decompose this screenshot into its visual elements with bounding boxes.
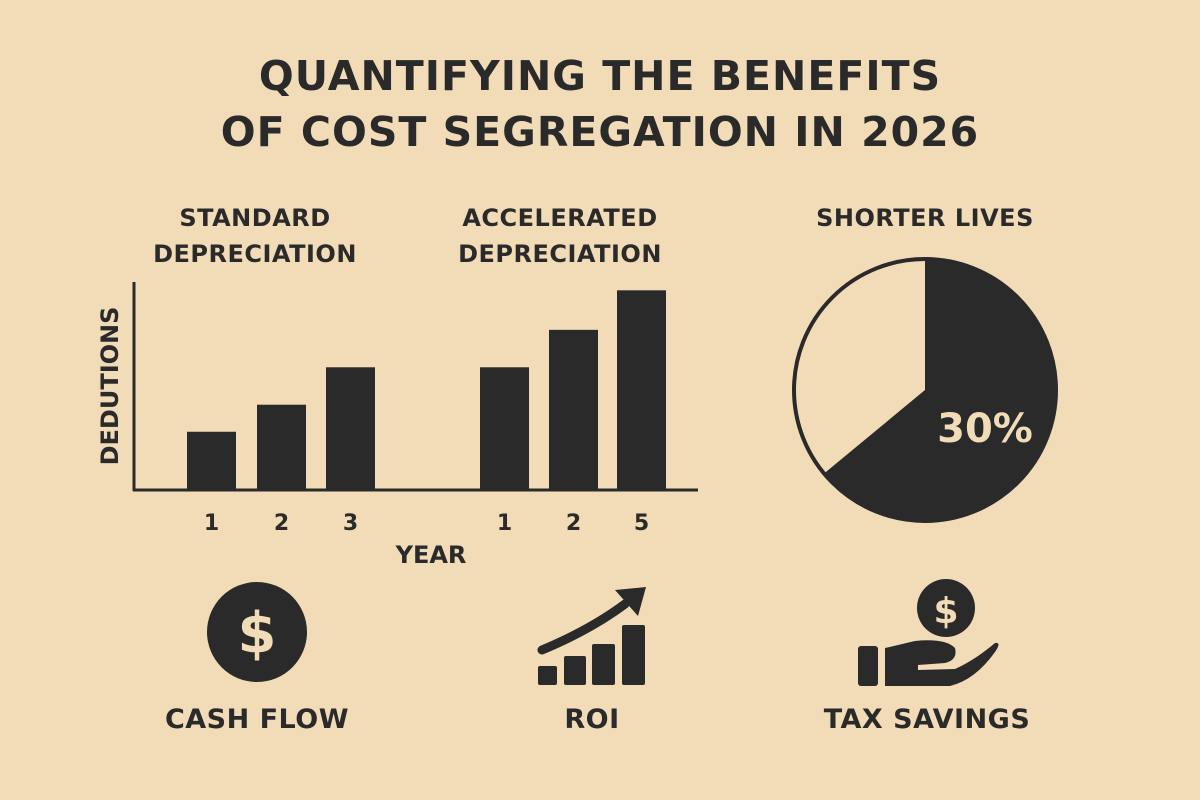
pie-slice-dark bbox=[824, 259, 1056, 521]
bar bbox=[187, 431, 236, 490]
standard-title-line-2: DEPRECIATION bbox=[153, 240, 357, 268]
y-axis-label: DEDUTIONS bbox=[96, 307, 124, 466]
title-line-1: QUANTIFYING THE BENEFITS bbox=[258, 52, 942, 100]
cash-flow-label: CASH FLOW bbox=[164, 704, 350, 735]
roi-label: ROI bbox=[564, 704, 620, 735]
accelerated-title-line-2: DEPRECIATION bbox=[458, 240, 662, 268]
pie-title: SHORTER LIVES bbox=[816, 204, 1034, 232]
pie-slice-label: 30% bbox=[937, 406, 1033, 452]
bar bbox=[257, 404, 306, 490]
title-line-2: OF COST SEGREGATION IN 2026 bbox=[220, 108, 980, 156]
x-tick-label: 3 bbox=[343, 511, 358, 536]
bar bbox=[480, 367, 529, 490]
accelerated-title-line-1: ACCELERATED bbox=[462, 204, 658, 232]
x-tick-label: 2 bbox=[274, 511, 289, 536]
standard-title-line-1: STANDARD bbox=[179, 204, 331, 232]
svg-text:$: $ bbox=[933, 591, 958, 632]
dollar-coin-icon: $ bbox=[207, 582, 307, 682]
accelerated-group-title: ACCELERATED DEPRECIATION bbox=[425, 200, 695, 272]
hand-coin-icon: $ bbox=[858, 579, 999, 686]
x-tick-label: 5 bbox=[634, 511, 649, 536]
page-title: QUANTIFYING THE BENEFITS OF COST SEGREGA… bbox=[0, 48, 1200, 160]
x-tick-label: 1 bbox=[497, 511, 512, 536]
x-tick-label: 2 bbox=[566, 511, 581, 536]
bar bbox=[326, 367, 375, 490]
growth-chart-icon bbox=[537, 587, 646, 685]
tax-savings-label: TAX SAVINGS bbox=[823, 704, 1031, 735]
svg-text:$: $ bbox=[238, 601, 277, 666]
standard-group-title: STANDARD DEPRECIATION bbox=[120, 200, 390, 272]
x-tick-label: 1 bbox=[204, 511, 219, 536]
bar bbox=[617, 290, 666, 490]
bar bbox=[549, 329, 598, 490]
x-axis-label: YEAR bbox=[395, 541, 467, 569]
